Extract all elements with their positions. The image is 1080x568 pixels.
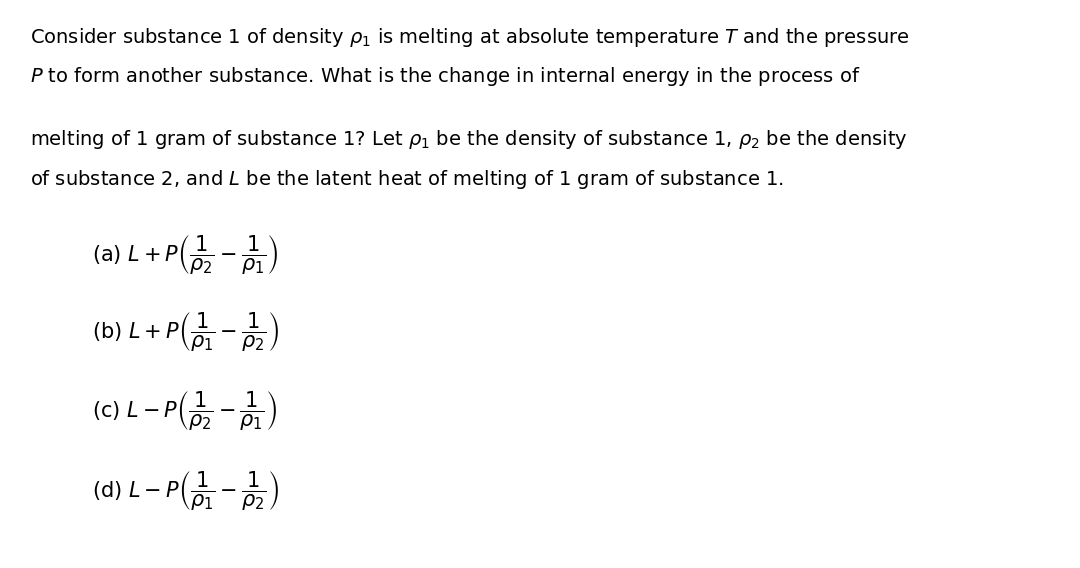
Text: (b) $L+P\left(\dfrac{1}{\rho_1}-\dfrac{1}{\rho_2}\right)$: (b) $L+P\left(\dfrac{1}{\rho_1}-\dfrac{1… <box>92 310 279 353</box>
Text: (d) $L-P\left(\dfrac{1}{\rho_1}-\dfrac{1}{\rho_2}\right)$: (d) $L-P\left(\dfrac{1}{\rho_1}-\dfrac{1… <box>92 469 279 512</box>
Text: Consider substance 1 of density $\rho_1$ is melting at absolute temperature $T$ : Consider substance 1 of density $\rho_1$… <box>30 26 909 48</box>
Text: $P$ to form another substance. What is the change in internal energy in the proc: $P$ to form another substance. What is t… <box>30 65 861 88</box>
Text: of substance 2, and $L$ be the latent heat of melting of 1 gram of substance 1.: of substance 2, and $L$ be the latent he… <box>30 168 784 190</box>
Text: (a) $L+P\left(\dfrac{1}{\rho_2}-\dfrac{1}{\rho_1}\right)$: (a) $L+P\left(\dfrac{1}{\rho_2}-\dfrac{1… <box>92 233 279 276</box>
Text: melting of 1 gram of substance 1? Let $\rho_1$ be the density of substance 1, $\: melting of 1 gram of substance 1? Let $\… <box>30 128 908 151</box>
Text: (c) $L-P\left(\dfrac{1}{\rho_2}-\dfrac{1}{\rho_1}\right)$: (c) $L-P\left(\dfrac{1}{\rho_2}-\dfrac{1… <box>92 389 278 432</box>
